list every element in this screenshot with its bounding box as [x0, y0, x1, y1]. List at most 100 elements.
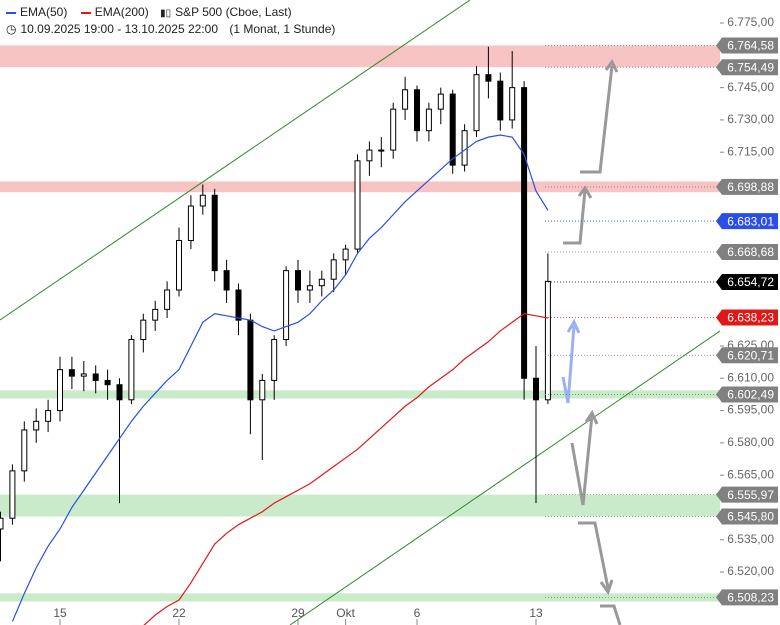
candle-body	[259, 379, 266, 401]
zone	[0, 494, 720, 517]
legend: EMA(50) EMA(200) ▮▯ S&P 500 (Cboe, Last)	[6, 5, 296, 19]
scenario-arrows	[563, 59, 622, 625]
arrow-head	[599, 579, 614, 596]
candle-body	[140, 319, 147, 341]
candle-body	[544, 280, 551, 401]
candle-body	[271, 339, 278, 381]
candle-body	[509, 87, 516, 121]
clock-icon: ◷	[6, 22, 17, 36]
price-label: 6.508,23	[727, 591, 774, 605]
candle-body	[68, 369, 75, 377]
arrow	[563, 189, 587, 245]
candle-body	[21, 429, 28, 472]
x-tick-label: 6	[414, 606, 421, 620]
candle-body	[152, 308, 159, 321]
y-tick-label: 6.565,00	[727, 467, 774, 481]
candle-body	[521, 87, 528, 379]
candle-body	[33, 420, 40, 431]
y-tick-label: 6.520,00	[727, 564, 774, 578]
candle-body	[235, 289, 242, 321]
chart-title: S&P 500 (Cboe, Last)	[175, 5, 292, 19]
x-tick-label: Okt	[336, 606, 355, 620]
interval: (1 Monat, 1 Stunde)	[229, 22, 336, 36]
arrow-head	[577, 185, 593, 199]
candle-body	[390, 108, 397, 151]
candle-body	[354, 160, 361, 250]
candle-body	[461, 130, 468, 166]
period: 10.09.2025 19:00 - 13.10.2025 22:00	[20, 22, 218, 36]
price-tag	[716, 347, 778, 364]
candle-body	[295, 270, 301, 291]
candle-body	[9, 470, 16, 519]
x-tick-label: 29	[291, 606, 305, 620]
zone	[0, 390, 720, 399]
candle-body	[128, 339, 135, 401]
candle-body	[57, 369, 63, 412]
price-label: 6.638,23	[727, 311, 774, 325]
candle-body	[449, 93, 456, 166]
candle-body	[437, 93, 444, 110]
candle-body	[104, 379, 111, 386]
price-label: 6.754,49	[727, 60, 774, 74]
y-tick-label: 6.730,00	[727, 112, 774, 126]
arrow	[600, 604, 622, 625]
candle-body	[0, 517, 4, 530]
price-tag	[716, 508, 778, 525]
arrow	[580, 65, 614, 174]
candle-body	[116, 384, 123, 401]
candle-body	[378, 149, 385, 152]
x-tick-label: 22	[172, 606, 186, 620]
candle-body	[425, 108, 432, 132]
y-tick-label: 6.715,00	[727, 144, 774, 158]
price-tag	[716, 309, 778, 326]
price-tag	[716, 37, 778, 54]
price-tag	[716, 243, 778, 260]
y-tick-label: 6.535,00	[727, 532, 774, 546]
price-tag	[716, 59, 778, 76]
candle-body	[45, 410, 52, 422]
price-tag	[716, 213, 778, 230]
price-tag	[716, 178, 778, 195]
legend-entry: EMA(200)	[94, 5, 149, 19]
price-label: 6.545,80	[727, 510, 774, 524]
arrow	[561, 325, 576, 404]
x-tick-label: 13	[529, 606, 543, 620]
candle-body	[187, 205, 194, 241]
arrow	[570, 414, 594, 506]
candle-body	[473, 74, 480, 132]
candle-body	[80, 373, 87, 377]
candle-body	[283, 270, 290, 341]
candle-icon: ▮▯	[160, 8, 172, 19]
y-tick-label: 6.610,00	[727, 370, 774, 384]
price-label: 6.698,88	[727, 180, 774, 194]
bounce-arrow	[561, 318, 581, 404]
ema-line	[143, 313, 549, 625]
price-label: 6.620,71	[727, 348, 774, 362]
y-tick-label: 6.745,00	[727, 80, 774, 94]
candle-body	[223, 270, 230, 291]
trend-line	[289, 289, 780, 625]
legend-entry: EMA(50)	[20, 5, 68, 19]
arrow-head	[584, 409, 599, 425]
candle-body	[533, 377, 539, 401]
period-row: ◷ 10.09.2025 19:00 - 13.10.2025 22:00 (1 …	[6, 22, 339, 36]
zone	[0, 593, 720, 602]
arrow-head	[566, 318, 581, 334]
ema-line	[11, 134, 549, 622]
y-tick-label: 6.595,00	[727, 403, 774, 417]
legend-swatch	[80, 11, 91, 14]
candle-body	[402, 89, 409, 110]
candle-body	[497, 80, 504, 121]
price-label: 6.555,97	[727, 488, 774, 502]
price-tag	[716, 386, 778, 403]
candle-body	[92, 373, 99, 381]
zone	[0, 45, 720, 68]
price-label: 6.683,01	[727, 214, 774, 228]
candle-body	[176, 239, 182, 291]
trend-line	[0, 0, 471, 321]
price-label: 6.602,49	[727, 388, 774, 402]
x-tick-label: 15	[53, 606, 67, 620]
price-label: 6.668,68	[727, 245, 774, 259]
legend-swatch	[6, 11, 16, 14]
